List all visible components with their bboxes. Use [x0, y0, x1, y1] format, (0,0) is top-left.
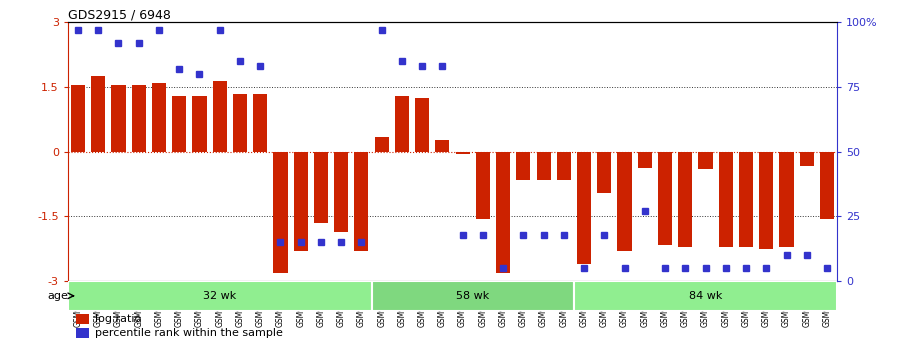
Text: 58 wk: 58 wk [456, 291, 490, 301]
Bar [152, 83, 166, 152]
Bar [455, 152, 470, 154]
Bar [739, 152, 753, 247]
Bar [273, 152, 288, 273]
Text: age: age [47, 291, 68, 301]
Bar [131, 85, 146, 152]
Bar [334, 152, 348, 231]
Text: log ratio: log ratio [95, 314, 141, 324]
Bar [172, 96, 186, 152]
Bar [699, 152, 712, 169]
Bar [435, 140, 450, 152]
Bar [355, 152, 368, 251]
Bar [71, 85, 85, 152]
Bar [516, 152, 530, 180]
Bar [759, 152, 774, 249]
Bar [75, 314, 89, 324]
Bar [638, 152, 652, 168]
Text: 32 wk: 32 wk [203, 291, 236, 301]
Bar [75, 328, 89, 338]
Bar [617, 152, 632, 251]
Bar [395, 96, 409, 152]
Bar [537, 152, 550, 180]
Bar [111, 85, 126, 152]
Bar [68, 281, 372, 310]
Bar [213, 81, 227, 152]
Text: percentile rank within the sample: percentile rank within the sample [95, 328, 282, 338]
Bar [293, 152, 308, 251]
Bar [314, 152, 328, 223]
Bar [577, 152, 591, 264]
Bar [496, 152, 510, 273]
Bar [820, 152, 834, 219]
Bar [557, 152, 571, 180]
Bar [476, 152, 490, 219]
Bar [372, 281, 574, 310]
Bar [658, 152, 672, 245]
Bar [678, 152, 692, 247]
Bar [375, 137, 389, 152]
Bar [233, 93, 247, 152]
Text: GDS2915 / 6948: GDS2915 / 6948 [68, 8, 171, 21]
Text: 84 wk: 84 wk [689, 291, 722, 301]
Bar [415, 98, 429, 152]
Bar [779, 152, 794, 247]
Bar [597, 152, 612, 193]
Bar [574, 281, 837, 310]
Bar [253, 93, 267, 152]
Bar [719, 152, 733, 247]
Bar [91, 76, 105, 152]
Bar [800, 152, 814, 166]
Bar [193, 96, 206, 152]
